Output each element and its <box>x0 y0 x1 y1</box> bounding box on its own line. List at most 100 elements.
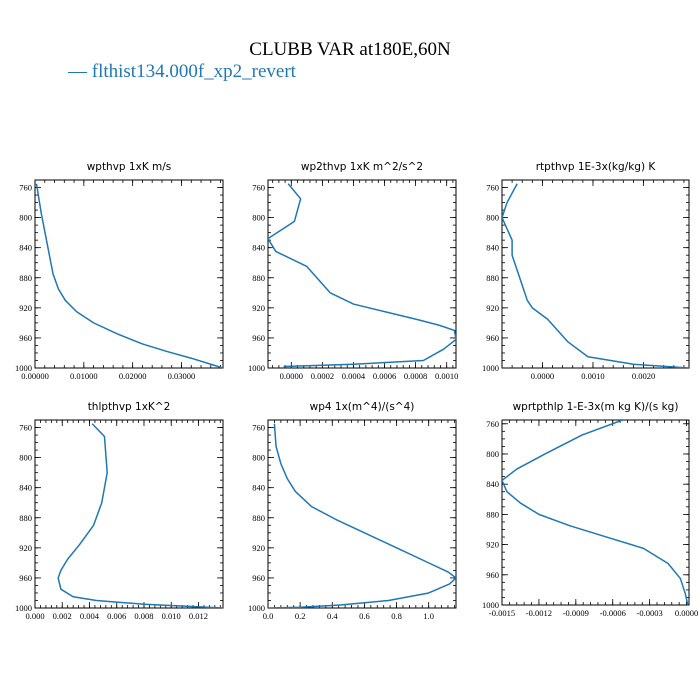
x-tick-label: -0.0015 <box>489 608 515 618</box>
y-tick-label: 880 <box>252 513 265 523</box>
y-tick-label: 920 <box>252 543 265 553</box>
y-tick-label: 760 <box>486 419 499 429</box>
y-tick-label: 840 <box>252 483 265 493</box>
y-tick-label: 840 <box>19 483 32 493</box>
x-tick-label: 0.6 <box>359 611 370 621</box>
x-tick-label: 0.0000 <box>280 371 303 381</box>
y-tick-label: 960 <box>19 573 32 583</box>
panel-3: rtpthvp 1E-3x(kg/kg) K 0.0000 0.0010 0.0020… <box>482 161 690 381</box>
plot-frame <box>501 419 690 606</box>
y-tick-label: 760 <box>252 183 265 193</box>
x-tick-label: 0.012 <box>189 611 208 621</box>
panels: wpthvp 1xK m/s0.00000 0.01000 0.02000 0.030… <box>15 161 698 621</box>
series-line <box>502 420 689 605</box>
panel-title: wp4 1x(m^4)/(s^4) <box>310 401 415 413</box>
y-tick-label: 1000 <box>248 603 265 613</box>
x-tick-label: 0.008 <box>134 611 153 621</box>
x-tick-label: 0.0010 <box>581 371 604 381</box>
y-tick-label: 960 <box>19 333 32 343</box>
panel-6: wprtpthlp 1-E-3x(m kg K)/(s kg) -0.0015 -0… <box>482 401 698 618</box>
x-tick-label: 0.010 <box>162 611 181 621</box>
x-tick-label: 0.0006 <box>373 371 396 381</box>
x-tick-label: -0.0003 <box>637 608 663 618</box>
y-tick-label: 880 <box>486 273 499 283</box>
panel-title: rtpthvp 1E-3x(kg/kg) K <box>536 161 657 173</box>
plot-frame <box>267 179 457 369</box>
y-tick-label: 800 <box>19 213 32 223</box>
panel-title: wpthvp 1xK m/s <box>87 161 172 173</box>
x-tick-label: 0.03000 <box>168 371 196 381</box>
y-tick-label: 920 <box>19 543 32 553</box>
x-tick-label: 0.8 <box>391 611 402 621</box>
y-tick-label: 1000 <box>15 363 32 373</box>
y-tick-label: 1000 <box>482 363 499 373</box>
panel-1: wpthvp 1xK m/s 0.00000 0.01000 0.02000 0.030… <box>15 161 224 381</box>
y-tick-label: 880 <box>252 273 265 283</box>
x-tick-label: 0.000 <box>25 611 44 621</box>
y-tick-label: 920 <box>19 303 32 313</box>
y-tick-label: 960 <box>486 570 499 580</box>
y-tick-label: 960 <box>252 333 265 343</box>
x-tick-label: 0.004 <box>80 611 100 621</box>
y-tick-label: 800 <box>19 453 32 463</box>
x-tick-label: 0.0020 <box>632 371 655 381</box>
plot-frame <box>34 179 224 369</box>
y-tick-label: 760 <box>486 183 499 193</box>
panel-4: thlpthvp 1xK^2 0.000 0.002 0.004 0.006 0.008 0… <box>15 401 224 621</box>
y-tick-label: 800 <box>252 213 265 223</box>
x-tick-label: -0.0009 <box>563 608 589 618</box>
y-tick-label: 880 <box>486 509 499 519</box>
x-tick-label: 0.0000 <box>531 371 554 381</box>
figure-title: CLUBB VAR at180E,60N <box>249 39 451 60</box>
y-tick-label: 760 <box>19 183 32 193</box>
x-tick-label: 0.0002 <box>311 371 334 381</box>
x-tick-label: 0.002 <box>53 611 72 621</box>
y-tick-label: 760 <box>252 423 265 433</box>
plot-frame <box>34 419 224 609</box>
series-line <box>35 183 223 368</box>
x-tick-label: 1.0 <box>423 611 434 621</box>
y-tick-label: 840 <box>486 479 499 489</box>
y-tick-label: 960 <box>486 333 499 343</box>
y-tick-label: 960 <box>252 573 265 583</box>
y-tick-label: 840 <box>486 243 499 253</box>
y-tick-label: 880 <box>19 513 32 523</box>
x-tick-label: 0.00000 <box>21 371 49 381</box>
series-line <box>502 183 689 368</box>
y-tick-label: 800 <box>486 213 499 223</box>
x-tick-label: -0.0012 <box>526 608 552 618</box>
y-tick-label: 760 <box>19 423 32 433</box>
series-line <box>268 423 456 608</box>
x-tick-label: 0.0 <box>263 611 274 621</box>
y-tick-label: 920 <box>252 303 265 313</box>
x-tick-label: 0.0004 <box>342 371 366 381</box>
plot-frame <box>267 419 457 609</box>
y-tick-label: 1000 <box>15 603 32 613</box>
legend-entry: — flthist134.000f_xp2_revert <box>67 61 297 82</box>
x-tick-label: 0.0000 <box>675 608 698 618</box>
x-tick-label: -0.0006 <box>600 608 626 618</box>
y-tick-label: 1000 <box>482 600 499 610</box>
series-line <box>57 423 223 608</box>
x-tick-label: 0.0010 <box>435 371 458 381</box>
y-tick-label: 920 <box>486 540 499 550</box>
panel-5: wp4 1x(m^4)/(s^4) 0.0 0.2 0.4 0.6 0.8 1.0 760 80… <box>248 401 457 621</box>
x-tick-label: 0.4 <box>327 611 338 621</box>
x-tick-label: 0.02000 <box>119 371 147 381</box>
plot-frame <box>501 179 690 369</box>
x-tick-label: 0.006 <box>107 611 126 621</box>
y-tick-label: 840 <box>252 243 265 253</box>
y-tick-label: 840 <box>19 243 32 253</box>
y-tick-label: 880 <box>19 273 32 283</box>
x-tick-label: 0.0008 <box>404 371 427 381</box>
y-tick-label: 800 <box>486 449 499 459</box>
panel-title: thlpthvp 1xK^2 <box>88 401 171 413</box>
y-tick-label: 1000 <box>248 363 265 373</box>
series-line <box>268 183 456 368</box>
y-tick-label: 920 <box>486 303 499 313</box>
x-tick-label: 0.01000 <box>70 371 98 381</box>
panel-title: wprtpthlp 1-E-3x(m kg K)/(s kg) <box>513 401 679 413</box>
y-tick-label: 800 <box>252 453 265 463</box>
x-tick-label: 0.2 <box>295 611 306 621</box>
